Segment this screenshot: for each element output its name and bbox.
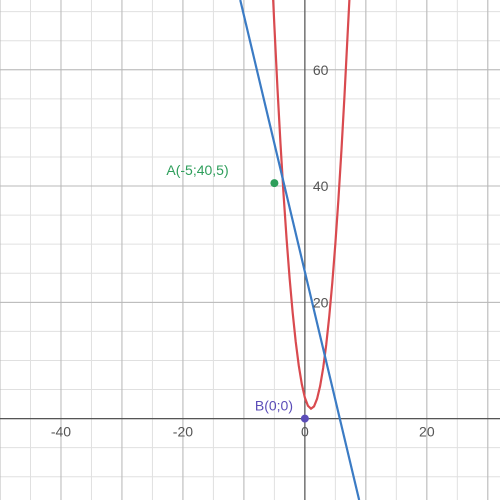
chart-svg: -40 -20 0 20 20 40 60 A(-5;40,5) B(0;0) (0, 0, 500, 500)
xtick-label: -40 (51, 424, 71, 440)
point-A (270, 179, 278, 187)
point-label-A: A(-5;40,5) (166, 162, 228, 178)
coordinate-chart: -40 -20 0 20 20 40 60 A(-5;40,5) B(0;0) (0, 0, 500, 500)
point-label-B: B(0;0) (255, 398, 293, 414)
ytick-label: 40 (313, 178, 329, 194)
point-B (301, 415, 309, 423)
xtick-label: -20 (173, 424, 193, 440)
ytick-label: 20 (313, 294, 329, 310)
xtick-label: 20 (419, 424, 435, 440)
ytick-label: 60 (313, 62, 329, 78)
xtick-label: 0 (301, 424, 309, 440)
